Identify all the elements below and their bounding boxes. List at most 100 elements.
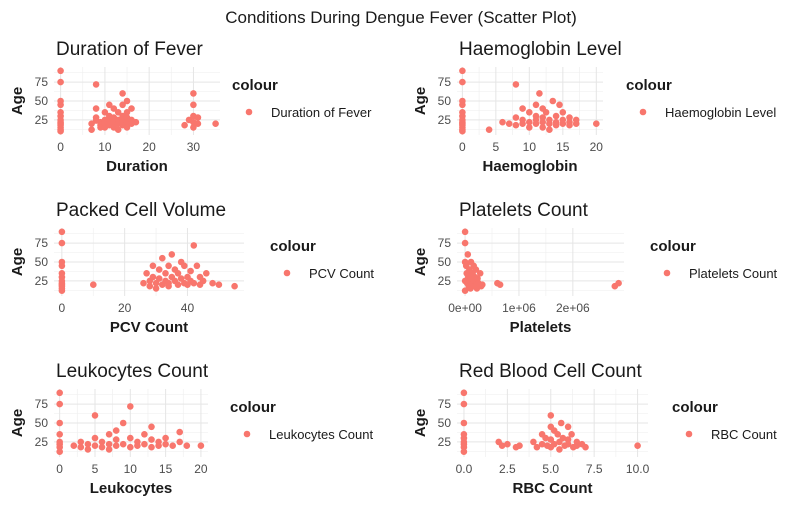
data-point <box>556 101 563 109</box>
points <box>459 67 600 135</box>
data-point <box>84 440 92 448</box>
panel-title: Platelets Count <box>459 200 589 221</box>
legend: colour Platelets Count <box>650 238 778 281</box>
data-point <box>542 434 549 442</box>
panel-4: Platelets Count 0e+00 1e+06 2e+06 25 50 75 Plat… <box>412 200 778 336</box>
data-point <box>472 266 480 273</box>
data-point <box>505 120 513 127</box>
legend-label: PCV Count <box>309 266 374 281</box>
data-point <box>119 419 127 427</box>
data-point <box>542 109 550 116</box>
data-point <box>128 105 135 112</box>
y-axis-label: Age <box>412 248 429 276</box>
data-point <box>114 109 122 116</box>
y-axis-label: Age <box>9 87 26 115</box>
data-point <box>190 279 198 287</box>
panel-title: Haemoglobin Level <box>459 39 622 60</box>
x-tick-label: 30 <box>187 140 201 154</box>
legend-key <box>639 108 647 116</box>
data-point <box>197 442 205 450</box>
data-point <box>566 114 573 121</box>
data-point <box>165 262 172 270</box>
x-tick-label: 10 <box>98 140 112 154</box>
data-point <box>162 270 169 277</box>
data-point <box>58 262 66 270</box>
data-point <box>92 105 100 112</box>
data-point <box>496 281 504 289</box>
data-point <box>194 114 202 121</box>
x-axis-label: Platelets <box>510 319 572 336</box>
data-point <box>193 262 201 270</box>
data-point <box>92 81 100 88</box>
data-point <box>57 67 64 75</box>
data-point <box>190 242 198 249</box>
x-tick-label: 2e+06 <box>556 301 590 315</box>
points <box>58 228 238 295</box>
data-point <box>77 443 85 451</box>
legend-label: Platelets Count <box>689 266 778 281</box>
data-point <box>88 126 95 133</box>
data-point <box>190 90 197 97</box>
panel-6: Red Blood Cell Count 0.0 2.5 5.0 7.5 10.0 25 50… <box>412 361 777 497</box>
grid <box>457 228 624 296</box>
legend: colour Leukocytes Count <box>230 399 373 442</box>
data-point <box>615 279 622 287</box>
x-tick-label: 40 <box>181 301 195 315</box>
legend-key <box>243 430 251 438</box>
data-point <box>231 282 238 290</box>
data-point <box>634 442 641 450</box>
y-tick-label: 50 <box>35 416 49 430</box>
data-point <box>464 251 472 258</box>
x-tick-label: 10 <box>523 140 537 154</box>
data-point <box>572 120 580 127</box>
data-point <box>112 442 120 450</box>
data-point <box>485 126 493 133</box>
data-point <box>127 434 134 442</box>
x-tick-label: 15 <box>159 462 173 476</box>
data-point <box>58 239 66 247</box>
legend-title: colour <box>230 399 276 416</box>
legend-label: RBC Count <box>711 427 777 442</box>
data-point <box>58 228 66 236</box>
data-point <box>215 281 223 289</box>
data-point <box>140 279 147 287</box>
data-point <box>112 436 120 443</box>
x-tick-label: 20 <box>142 140 156 154</box>
x-tick-label: 5 <box>92 462 99 476</box>
x-tick-label: 10 <box>124 462 138 476</box>
data-point <box>459 127 466 135</box>
data-point <box>460 448 468 456</box>
panel-2: Haemoglobin Level 0 5 10 15 20 25 50 75 Haemoglob… <box>412 39 776 175</box>
y-tick-label: 50 <box>35 94 49 108</box>
x-tick-label: 15 <box>556 140 570 154</box>
data-point <box>90 281 97 289</box>
x-tick-label: 0 <box>459 140 466 154</box>
x-tick-label: 0e+00 <box>448 301 482 315</box>
data-point <box>573 442 581 450</box>
data-point <box>176 428 183 436</box>
data-point <box>174 270 182 277</box>
data-point <box>141 440 148 448</box>
data-point <box>159 254 166 262</box>
y-axis-label: Age <box>412 87 429 115</box>
data-point <box>538 440 546 448</box>
data-point <box>149 273 157 281</box>
panel-title: Red Blood Cell Count <box>459 361 642 382</box>
data-point <box>460 389 468 397</box>
y-tick-label: 75 <box>35 75 49 89</box>
x-tick-label: 7.5 <box>586 462 603 476</box>
y-tick-label: 25 <box>438 274 452 288</box>
data-point <box>155 266 163 273</box>
x-tick-label: 20 <box>118 301 132 315</box>
legend: colour PCV Count <box>270 238 374 281</box>
data-point <box>459 67 466 75</box>
points <box>56 389 205 456</box>
data-point <box>461 228 469 236</box>
data-point <box>162 434 169 442</box>
x-tick-label: 5.0 <box>542 462 559 476</box>
data-point <box>533 443 541 451</box>
data-point <box>582 443 589 451</box>
data-point <box>123 124 131 131</box>
legend: colour RBC Count <box>672 399 777 442</box>
data-point <box>476 270 484 277</box>
